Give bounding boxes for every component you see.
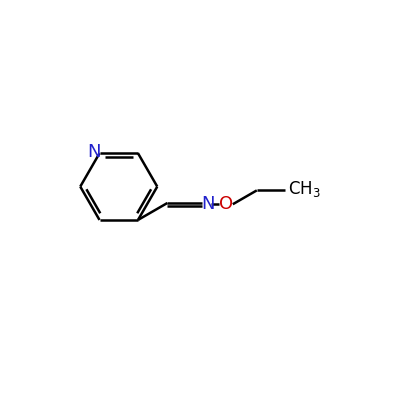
Text: CH$_3$: CH$_3$ <box>288 180 321 200</box>
Text: O: O <box>219 195 233 213</box>
Text: N: N <box>202 195 215 213</box>
Text: N: N <box>87 143 101 161</box>
